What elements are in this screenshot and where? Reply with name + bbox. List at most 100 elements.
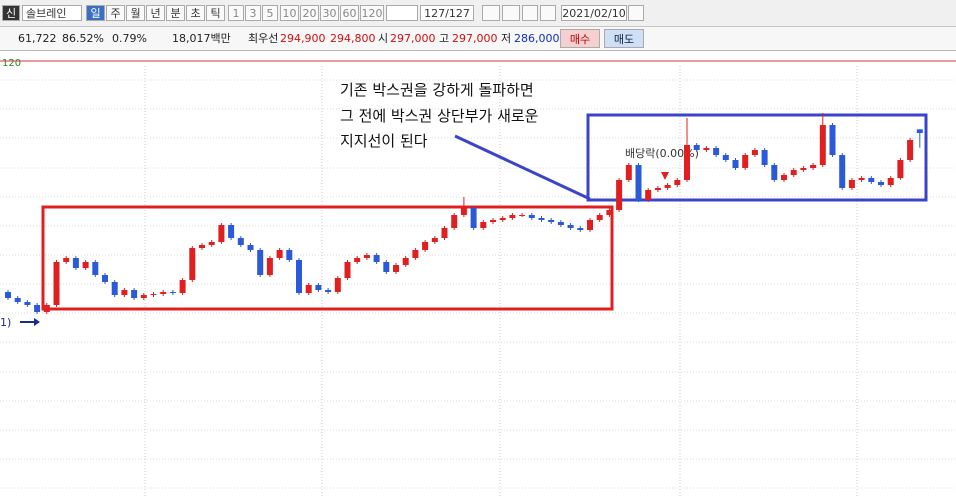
candle-body	[363, 255, 370, 258]
candle-body	[480, 222, 487, 228]
candle-body	[819, 125, 826, 165]
period-button[interactable]: 초	[186, 5, 205, 21]
candle-body	[24, 302, 31, 305]
dropdown[interactable]	[386, 5, 418, 21]
candle-body	[606, 210, 613, 215]
candle-body	[722, 155, 729, 160]
candle-body	[664, 185, 671, 188]
candle-body	[102, 275, 108, 282]
icon-button[interactable]	[522, 5, 538, 21]
candle-body	[528, 215, 535, 218]
candle-body	[538, 218, 545, 220]
quote-bar	[0, 27, 956, 51]
buy-button[interactable]: 매수	[560, 29, 600, 48]
candle-body	[383, 262, 390, 272]
candle-body	[916, 129, 923, 133]
candle-body	[509, 215, 516, 218]
candle-body	[334, 278, 341, 292]
candle-body	[199, 245, 205, 248]
icon-button[interactable]	[540, 5, 556, 21]
low-price: 286,000	[514, 32, 560, 45]
plot: 120 1) 기존 박스권을 강하게 돌파하면 그 전에 박스권 상단부가 새로…	[0, 58, 956, 497]
icon-button[interactable]	[502, 5, 520, 21]
stock-name[interactable]: 솔브레인	[22, 5, 82, 21]
candle-body	[266, 258, 273, 275]
candle-body	[897, 160, 904, 178]
date-field[interactable]: 2021/02/10	[561, 5, 627, 21]
candle-body	[460, 208, 467, 215]
interval-button[interactable]: 20	[300, 5, 319, 21]
callout-line	[454, 134, 591, 201]
candle-body	[771, 165, 778, 180]
ask-price: 294,900	[280, 32, 326, 45]
interval-button[interactable]: 10	[280, 5, 299, 21]
candles	[5, 113, 923, 314]
candle-body	[451, 215, 458, 228]
period-button[interactable]: 월	[126, 5, 145, 21]
candle-body	[63, 258, 70, 262]
candle-body	[257, 250, 264, 275]
candle-body	[247, 245, 254, 250]
candle-body	[829, 125, 836, 155]
candle-body	[490, 220, 496, 222]
icon-button[interactable]	[482, 5, 500, 21]
candle-body	[53, 262, 60, 305]
code-badge[interactable]: 신	[2, 5, 20, 21]
candle-body	[276, 250, 283, 258]
calendar-button[interactable]	[628, 5, 644, 21]
candle-body	[72, 258, 79, 268]
sell-button[interactable]: 매도	[604, 29, 644, 48]
candle-body	[470, 208, 477, 228]
open-price: 297,000	[390, 32, 436, 45]
candle-body	[43, 305, 50, 312]
candle-body	[703, 148, 710, 150]
candle-body	[92, 262, 99, 275]
candle-body	[140, 295, 147, 298]
high-price: 297,000	[452, 32, 498, 45]
volume: 61,722	[18, 32, 57, 45]
box-range-new	[586, 113, 928, 202]
interval-button[interactable]: 120	[360, 5, 384, 21]
candle-body	[354, 258, 361, 262]
candle-body	[557, 222, 564, 225]
candle-body	[645, 190, 652, 200]
interval-button[interactable]: 30	[320, 5, 339, 21]
left-marker: 1)	[0, 316, 11, 329]
candle-body	[150, 294, 157, 295]
ma-label: 120	[2, 58, 21, 69]
annotation: 기존 박스권을 강하게 돌파하면	[340, 81, 534, 99]
candle-body	[577, 228, 584, 230]
candle-body	[189, 248, 196, 280]
period-button[interactable]: 일	[86, 5, 105, 21]
period-button[interactable]: 년	[146, 5, 165, 21]
period-button[interactable]: 주	[106, 5, 125, 21]
candle-body	[82, 262, 89, 268]
candle-body	[422, 242, 429, 250]
period-button[interactable]: 분	[166, 5, 185, 21]
count-field[interactable]: 127/127	[420, 5, 474, 21]
candle-body	[567, 225, 574, 228]
candle-body	[373, 255, 380, 262]
open-label: 시	[378, 32, 389, 45]
interval-button[interactable]: 3	[245, 5, 261, 21]
candle-body	[441, 228, 448, 238]
candle-body	[761, 150, 768, 165]
candle-body	[305, 285, 312, 293]
interval-button[interactable]: 5	[262, 5, 278, 21]
annotation: 그 전에 박스권 상단부가 새로운	[340, 107, 539, 125]
candle-body	[790, 170, 797, 175]
bid-price: 294,800	[330, 32, 376, 45]
candle-body	[179, 280, 186, 293]
interval-button[interactable]: 1	[228, 5, 244, 21]
interval-button[interactable]: 60	[340, 5, 359, 21]
candle-body	[858, 178, 865, 180]
candle-body	[431, 238, 438, 242]
candle-body	[732, 160, 739, 168]
candle-body	[693, 145, 700, 150]
ex-dividend-arrow	[661, 172, 669, 180]
change-rate: 0.79%	[112, 32, 147, 45]
period-button[interactable]: 틱	[206, 5, 225, 21]
candle-body	[596, 215, 603, 220]
ex-dividend-label: 배당락(0.00%)	[625, 147, 699, 160]
